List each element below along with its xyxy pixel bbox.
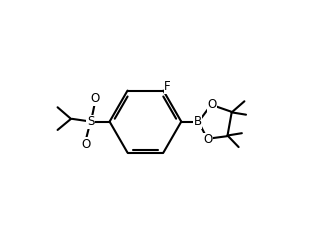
Text: F: F: [164, 80, 171, 93]
Text: O: O: [81, 138, 91, 151]
Text: B: B: [193, 115, 202, 128]
Text: O: O: [90, 92, 100, 105]
Text: S: S: [87, 115, 94, 128]
Text: O: O: [208, 99, 217, 111]
Text: O: O: [203, 133, 213, 146]
